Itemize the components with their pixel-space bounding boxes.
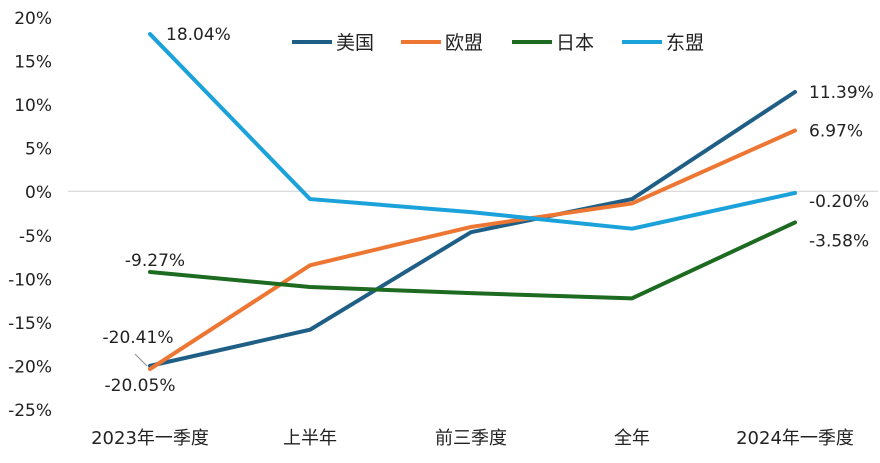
y-tick-label: -5%	[19, 227, 52, 247]
series-line-东盟	[148, 32, 797, 231]
data-label: 11.39%	[809, 83, 874, 103]
series-line-欧盟	[148, 128, 797, 372]
y-tick-label: 5%	[25, 140, 52, 160]
y-tick-label: 0%	[25, 183, 52, 203]
leader-line	[134, 353, 148, 367]
y-tick-label: 15%	[14, 53, 52, 73]
x-tick-label: 2023年一季度	[91, 428, 209, 449]
x-tick-label: 上半年	[283, 428, 337, 449]
series-line-美国	[148, 90, 797, 368]
y-tick-label: 10%	[14, 96, 52, 116]
legend-label: 日本	[556, 32, 594, 54]
legend-label: 东盟	[666, 32, 704, 54]
legend: 美国 欧盟 日本 东盟	[292, 32, 704, 54]
data-label: 18.04%	[166, 25, 231, 45]
data-labels: -20.05% 11.39% -20.41% 6.97% -9.27% -3.58% 18.…	[103, 25, 874, 396]
y-tick-label: -20%	[8, 357, 52, 377]
data-label: -3.58%	[809, 231, 869, 251]
data-label: -20.05%	[105, 376, 176, 396]
y-tick-label: -25%	[8, 401, 52, 421]
data-label: 6.97%	[809, 122, 863, 142]
y-tick-label: 20%	[14, 9, 52, 29]
legend-label: 美国	[336, 32, 374, 54]
series-line-日本	[148, 220, 797, 301]
y-tick-label: -10%	[8, 270, 52, 290]
x-axis: 2023年一季度 上半年 前三季度 全年 2024年一季度	[91, 428, 854, 449]
x-tick-label: 前三季度	[435, 428, 507, 449]
data-label: -9.27%	[125, 251, 185, 271]
x-tick-label: 全年	[614, 428, 650, 449]
y-tick-label: -15%	[8, 314, 52, 334]
legend-label: 欧盟	[445, 32, 483, 54]
y-axis: 20% 15% 10% 5% 0% -5% -10% -15% -20% -25%	[8, 9, 878, 421]
x-tick-label: 2024年一季度	[736, 428, 854, 449]
data-label: -0.20%	[809, 192, 869, 212]
data-label: -20.41%	[103, 328, 174, 348]
series-lines	[148, 32, 797, 372]
